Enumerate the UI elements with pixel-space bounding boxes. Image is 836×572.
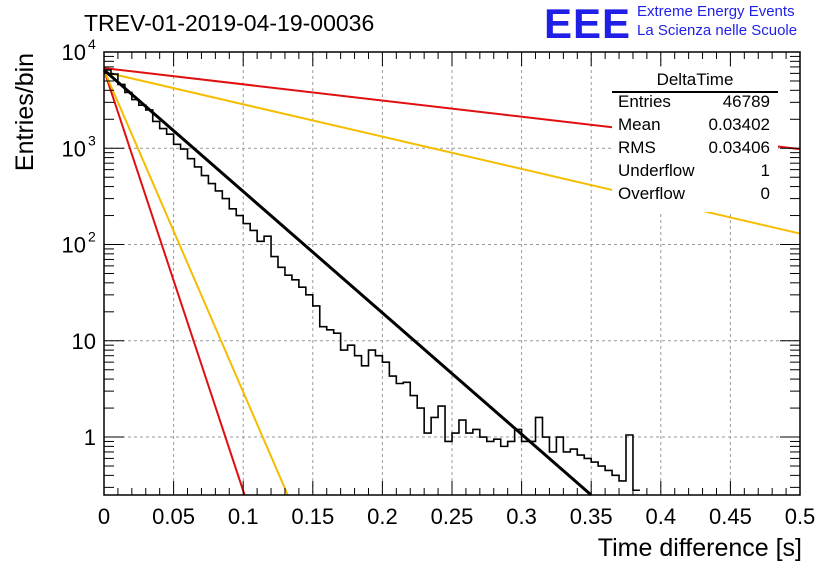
x-tick-label: 0.4	[646, 504, 677, 529]
x-tick-label: 0	[98, 504, 110, 529]
y-tick-label: 10	[62, 40, 86, 65]
histogram-step	[104, 69, 640, 492]
y-tick-exponent: 3	[88, 132, 96, 148]
fit-line	[103, 68, 593, 497]
reference-line-yellow	[103, 69, 289, 496]
y-tick-label: 10	[72, 329, 96, 354]
y-tick-exponent: 4	[88, 36, 96, 52]
x-tick-label: 0.15	[291, 504, 334, 529]
stats-value: 1	[760, 161, 770, 180]
stats-key: RMS	[618, 138, 656, 157]
chart-title: TREV-01-2019-04-19-00036	[84, 10, 375, 36]
stats-box: DeltaTime Entries 46789 Mean 0.03402 RMS…	[612, 70, 778, 212]
stats-row-entries: Entries 46789	[618, 92, 770, 115]
stats-row-underflow: Underflow 1	[618, 161, 770, 184]
y-axis-label: Entries/bin	[11, 52, 39, 172]
stats-key: Overflow	[618, 184, 686, 203]
x-axis: 0 0.05 0.1 0.15 0.2 0.25 0.3 0.35 0.4 0.45 0.5	[98, 52, 815, 529]
stats-row-rms: RMS 0.03406	[618, 138, 770, 161]
histogram	[104, 69, 640, 492]
logo-subtitle-1: Extreme Energy Events	[637, 3, 795, 20]
x-tick-label: 0.45	[709, 504, 752, 529]
stats-key: Entries	[618, 92, 671, 111]
reference-line-red	[103, 69, 246, 496]
y-tick-label: 10	[62, 136, 86, 161]
stats-key: Mean	[618, 115, 661, 134]
stats-value: 0.03402	[708, 115, 770, 134]
eee-logo: EEE	[544, 0, 632, 47]
stats-divider	[612, 91, 778, 93]
x-tick-label: 0.1	[228, 504, 259, 529]
y-tick-label: 1	[84, 425, 96, 450]
x-tick-label: 0.3	[506, 504, 537, 529]
x-axis-label: Time difference [s]	[597, 534, 802, 562]
stats-row-mean: Mean 0.03402	[618, 115, 770, 138]
y-tick-exponent: 2	[88, 229, 96, 245]
y-tick-label: 10	[62, 233, 86, 258]
x-tick-label: 0.25	[431, 504, 474, 529]
x-tick-label: 0.2	[367, 504, 398, 529]
stats-row-overflow: Overflow 0	[618, 184, 770, 207]
logo-subtitle-2: La Scienza nelle Scuole	[637, 22, 798, 39]
x-tick-label: 0.05	[152, 504, 195, 529]
exponential-fit-line	[103, 68, 593, 497]
stats-value: 0	[760, 184, 770, 203]
x-tick-label: 0.5	[785, 504, 816, 529]
stats-key: Underflow	[618, 161, 695, 180]
x-tick-label: 0.35	[570, 504, 613, 529]
stats-value: 46789	[722, 92, 770, 111]
stats-value: 0.03406	[708, 138, 770, 157]
stats-title: DeltaTime	[656, 70, 734, 89]
